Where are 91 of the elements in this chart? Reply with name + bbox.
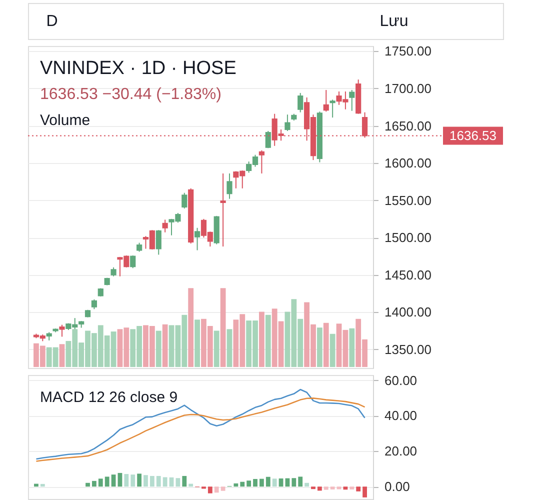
bar	[259, 312, 264, 367]
text: 1636.53 −30.44 (−1.83%)	[40, 86, 222, 103]
ref-line-label: 1636.53	[450, 128, 496, 143]
bar	[336, 486, 342, 490]
y-tick-label: 1350.00	[384, 342, 432, 357]
bar	[137, 474, 142, 487]
y-tick-label: 1750.00	[384, 44, 432, 59]
candlestick	[226, 172, 232, 200]
y-tick-label: 1450.00	[384, 267, 432, 282]
text: Lưu	[380, 13, 408, 30]
candlestick	[265, 130, 271, 149]
bar	[104, 476, 110, 487]
y-tick-label: 1400.00	[384, 304, 432, 320]
bar	[208, 486, 212, 494]
candlestick	[59, 324, 65, 338]
candlestick	[284, 114, 290, 132]
bar	[214, 486, 219, 493]
bar	[260, 478, 264, 487]
candlestick	[182, 192, 188, 209]
bar	[40, 484, 45, 487]
bar	[240, 482, 245, 487]
bar	[362, 486, 367, 498]
bar	[316, 328, 322, 367]
bar	[124, 474, 129, 487]
bar	[246, 480, 252, 487]
bar	[323, 322, 329, 367]
bar	[182, 476, 187, 487]
text: VNINDEX · 1D · HOSE	[40, 58, 236, 79]
bar	[317, 486, 322, 491]
y-tick-label: 40.00	[384, 408, 418, 424]
bar	[278, 478, 284, 487]
bar	[98, 478, 103, 487]
bar	[253, 478, 258, 487]
y-tick-label: 20.00	[384, 444, 418, 459]
bar	[304, 482, 309, 487]
candlestick	[349, 89, 355, 112]
bar	[311, 486, 316, 490]
bar	[188, 288, 194, 367]
bar	[214, 330, 220, 367]
candlestick	[258, 150, 264, 174]
candlestick	[162, 219, 168, 233]
bar	[111, 474, 116, 487]
chart-title: Volume	[40, 112, 90, 129]
bar	[59, 344, 65, 367]
y-tick-label: 60.00	[384, 372, 418, 388]
bar	[156, 476, 161, 487]
y-tick-label: 1550.00	[384, 192, 432, 208]
bar	[350, 486, 354, 490]
candlestick	[323, 89, 329, 112]
bar	[356, 486, 361, 492]
bar	[298, 476, 303, 487]
candlestick	[130, 254, 136, 269]
candlestick	[194, 227, 200, 251]
bar	[150, 476, 154, 487]
candlestick	[330, 99, 336, 118]
bar	[349, 328, 355, 367]
bar	[292, 478, 296, 487]
bar	[176, 478, 180, 487]
bar	[330, 334, 336, 367]
y-tick-label: 1700.00	[384, 80, 432, 96]
bar	[92, 480, 96, 487]
y-tick-label: 0.00	[384, 479, 410, 494]
bar	[226, 329, 232, 367]
bar	[194, 320, 200, 367]
candlestick	[91, 298, 97, 310]
bar	[188, 484, 194, 487]
bar	[220, 486, 226, 491]
bar	[162, 477, 168, 487]
candlestick	[156, 230, 162, 256]
y-tick-label: 1650.00	[384, 118, 432, 134]
bar	[324, 486, 328, 490]
bar	[118, 472, 122, 487]
bar	[34, 484, 38, 487]
bar	[272, 478, 277, 487]
candlestick	[298, 92, 304, 113]
bar	[162, 324, 168, 367]
bar	[156, 330, 162, 367]
bar	[266, 476, 270, 487]
y-tick-label: 1600.00	[384, 156, 432, 171]
bar	[86, 482, 90, 487]
bar	[144, 475, 148, 487]
bar	[130, 474, 136, 487]
bar	[234, 483, 238, 487]
bar	[330, 486, 335, 490]
y-tick-label: 1500.00	[384, 230, 432, 246]
bar	[220, 288, 226, 367]
text: D	[46, 13, 58, 30]
text: MACD 12 26 close 9	[40, 389, 178, 406]
bar	[343, 486, 348, 490]
bar	[265, 314, 271, 367]
candlestick	[220, 172, 226, 248]
